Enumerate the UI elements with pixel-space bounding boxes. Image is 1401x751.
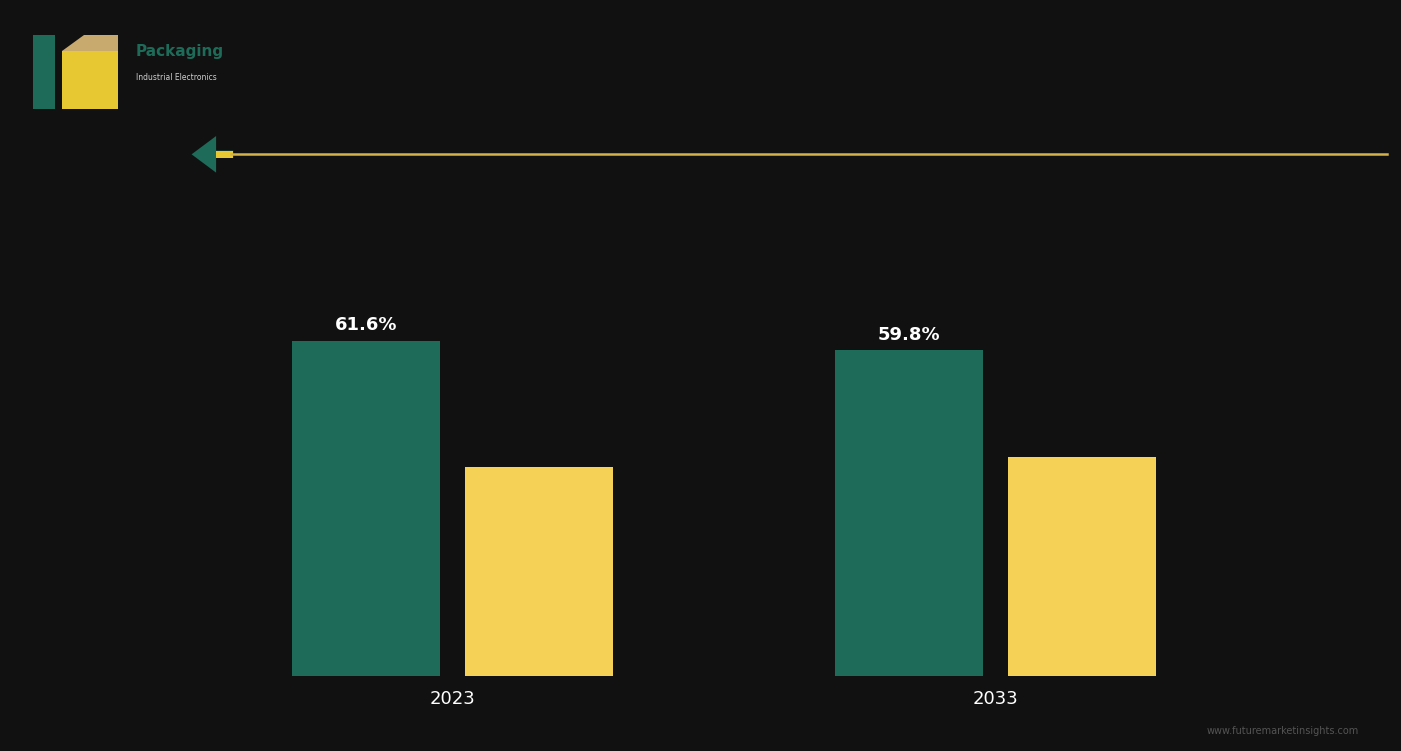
Text: 61.6%: 61.6% <box>335 316 396 334</box>
Bar <box>835 350 984 676</box>
Text: www.futuremarketinsights.com: www.futuremarketinsights.com <box>1206 726 1359 736</box>
Bar <box>1009 457 1156 676</box>
FancyBboxPatch shape <box>62 51 118 109</box>
Polygon shape <box>62 35 118 51</box>
Text: Packaging: Packaging <box>136 44 224 59</box>
Text: Industrial Electronics: Industrial Electronics <box>136 73 216 82</box>
FancyBboxPatch shape <box>32 35 55 109</box>
Text: 59.8%: 59.8% <box>878 326 940 344</box>
Bar <box>465 467 612 676</box>
Polygon shape <box>216 136 234 173</box>
Bar <box>291 340 440 676</box>
Polygon shape <box>192 136 234 173</box>
